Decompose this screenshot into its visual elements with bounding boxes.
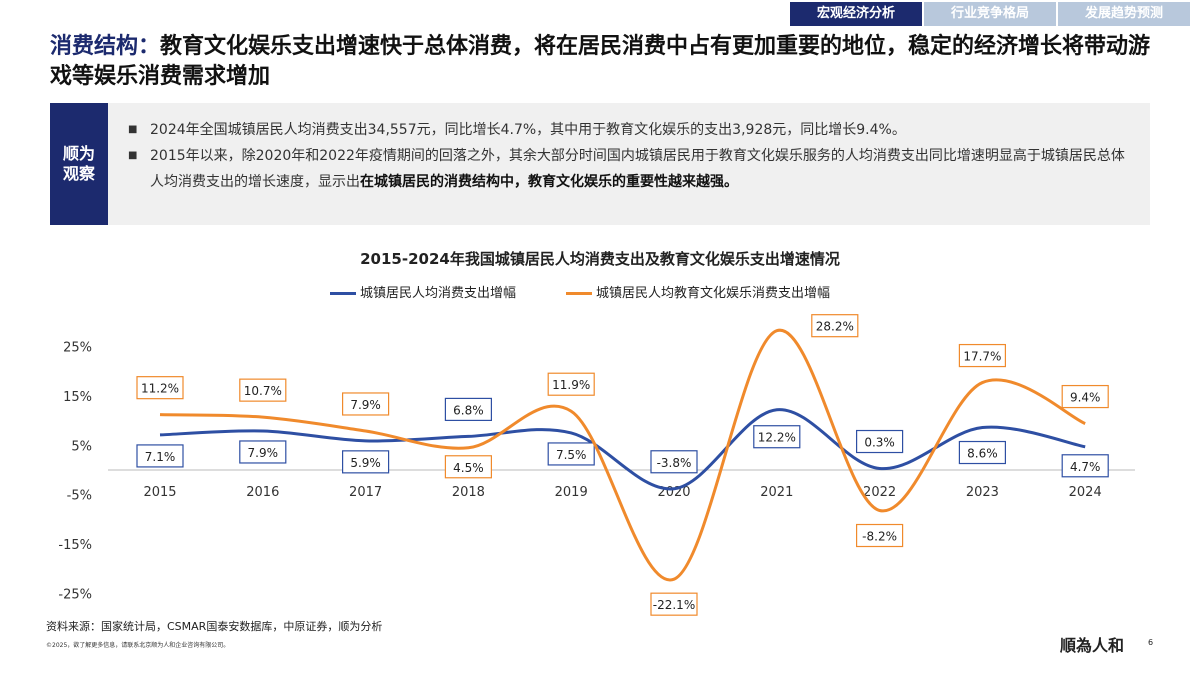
legend-swatch: [566, 292, 593, 295]
data-label-box: [547, 442, 595, 466]
data-label-box: [1061, 454, 1109, 478]
x-tick-label: 2022: [863, 485, 896, 500]
data-label: 4.7%: [1070, 460, 1101, 474]
legend-swatch: [330, 292, 356, 295]
data-label-box: [958, 440, 1007, 465]
x-tick-label: 2016: [246, 485, 279, 500]
data-label: 11.9%: [552, 378, 590, 392]
x-tick-label: 2024: [1069, 485, 1102, 500]
series-line-1: [159, 329, 1086, 582]
x-tick-label: 2018: [452, 485, 485, 500]
tab-development-trend[interactable]: 发展趋势预测: [1058, 2, 1190, 26]
legend-item: 城镇居民人均消费支出增幅: [330, 286, 516, 302]
data-label: 7.9%: [248, 446, 279, 460]
data-label: 6.8%: [453, 403, 484, 417]
chart-legend: 城镇居民人均消费支出增幅 城镇居民人均教育文化娱乐消费支出增幅: [330, 286, 830, 302]
data-label-box: [136, 376, 184, 400]
observation-bullet: 2015年以来，除2020年和2022年疫情期间的回落之外，其余大部分时间国内城…: [128, 143, 1138, 195]
data-label-box: [811, 314, 859, 338]
data-label: 10.7%: [244, 384, 282, 398]
page-number: 6: [1148, 638, 1154, 647]
data-label: 28.2%: [816, 320, 854, 334]
data-label-box: [650, 450, 698, 474]
data-label: 11.2%: [141, 382, 179, 396]
line-chart: 25% 15% 5% -5% -15% -25% 2015 2016 2017 2018 2019 2…: [58, 314, 1135, 616]
data-label-box: [855, 523, 904, 548]
series-line-0: [159, 408, 1086, 491]
tag-line: 顺为: [62, 144, 95, 163]
tag-line: 观察: [62, 164, 95, 183]
y-tick-label: 5%: [71, 439, 92, 454]
data-label: 7.5%: [556, 448, 587, 462]
data-label: 5.9%: [350, 456, 381, 470]
chart-title: 2015-2024年我国城镇居民人均消费支出及教育文化娱乐支出增速情况: [360, 250, 840, 268]
tab-macro-economy[interactable]: 宏观经济分析: [790, 2, 922, 26]
x-tick-label: 2019: [555, 485, 588, 500]
data-label: 17.7%: [963, 350, 1001, 364]
observation-tag: 顺为 观察: [50, 103, 108, 225]
tab-industry-competition[interactable]: 行业竞争格局: [924, 2, 1056, 26]
data-label-box: [753, 425, 801, 449]
legend-label: 城镇居民人均消费支出增幅: [360, 286, 517, 301]
data-label-box: [958, 343, 1007, 368]
source-note: 资料来源：国家统计局，CSMAR国泰安数据库，中原证券，顺为分析: [46, 620, 383, 633]
data-label-box: [342, 450, 390, 474]
x-tick-label: 2017: [349, 485, 382, 500]
data-label: 8.6%: [967, 447, 998, 461]
data-label-box: [444, 397, 492, 422]
y-tick-label: -15%: [58, 538, 92, 553]
data-label: 7.9%: [350, 398, 381, 412]
data-label-box: [239, 378, 287, 402]
data-label-box: [650, 592, 698, 616]
bullet-emphasis: 在城镇居民的消费结构中，教育文化娱乐的重要性越来越强。: [360, 174, 738, 190]
legend-label: 城镇居民人均教育文化娱乐消费支出增幅: [596, 286, 831, 301]
data-label-box: [1061, 384, 1109, 409]
x-tick-label: 2021: [760, 485, 793, 500]
x-tick-label: 2023: [966, 485, 999, 500]
data-label-box: [855, 429, 904, 454]
data-label-box: [342, 392, 390, 416]
legend-item: 城镇居民人均教育文化娱乐消费支出增幅: [566, 286, 830, 302]
data-label: -3.8%: [657, 456, 692, 470]
section-tabs: 宏观经济分析 行业竞争格局 发展趋势预测: [790, 2, 1190, 26]
title-highlight: 消费结构：: [50, 34, 161, 59]
title-text: 教育文化娱乐支出增速快于总体消费，将在居民消费中占有更加重要的地位，稳定的经济增…: [50, 34, 1151, 89]
data-label: 0.3%: [864, 436, 895, 450]
x-tick-label: 2015: [143, 485, 176, 500]
observation-bullet: 2024年全国城镇居民人均消费支出34,557元，同比增长4.7%，其中用于教育…: [128, 117, 1138, 143]
company-logo: 順為人和: [1060, 636, 1125, 655]
bullet-text: 2015年以来，除2020年和2022年疫情期间的回落之外，其余大部分时间国内城…: [150, 148, 1125, 190]
data-label-box: [239, 440, 287, 464]
data-label: 7.1%: [145, 450, 176, 464]
y-tick-label: 15%: [63, 390, 92, 405]
y-tick-label: -25%: [58, 588, 92, 603]
y-tick-label: -5%: [67, 489, 92, 504]
data-label-box: [444, 455, 492, 479]
data-label: 12.2%: [758, 431, 796, 445]
page-title: 消费结构：教育文化娱乐支出增速快于总体消费，将在居民消费中占有更加重要的地位，稳…: [50, 32, 1160, 92]
data-label: 4.5%: [453, 461, 484, 475]
y-tick-label: 25%: [63, 341, 92, 356]
data-label: -22.1%: [653, 598, 695, 612]
data-label-box: [136, 444, 184, 468]
data-label-box: [547, 372, 595, 396]
data-label: -8.2%: [862, 530, 897, 544]
copyright: ©2025，欲了解更多信息，请联系北京顺为人和企业咨询有限公司。: [46, 642, 230, 649]
data-label: 9.4%: [1070, 391, 1101, 405]
